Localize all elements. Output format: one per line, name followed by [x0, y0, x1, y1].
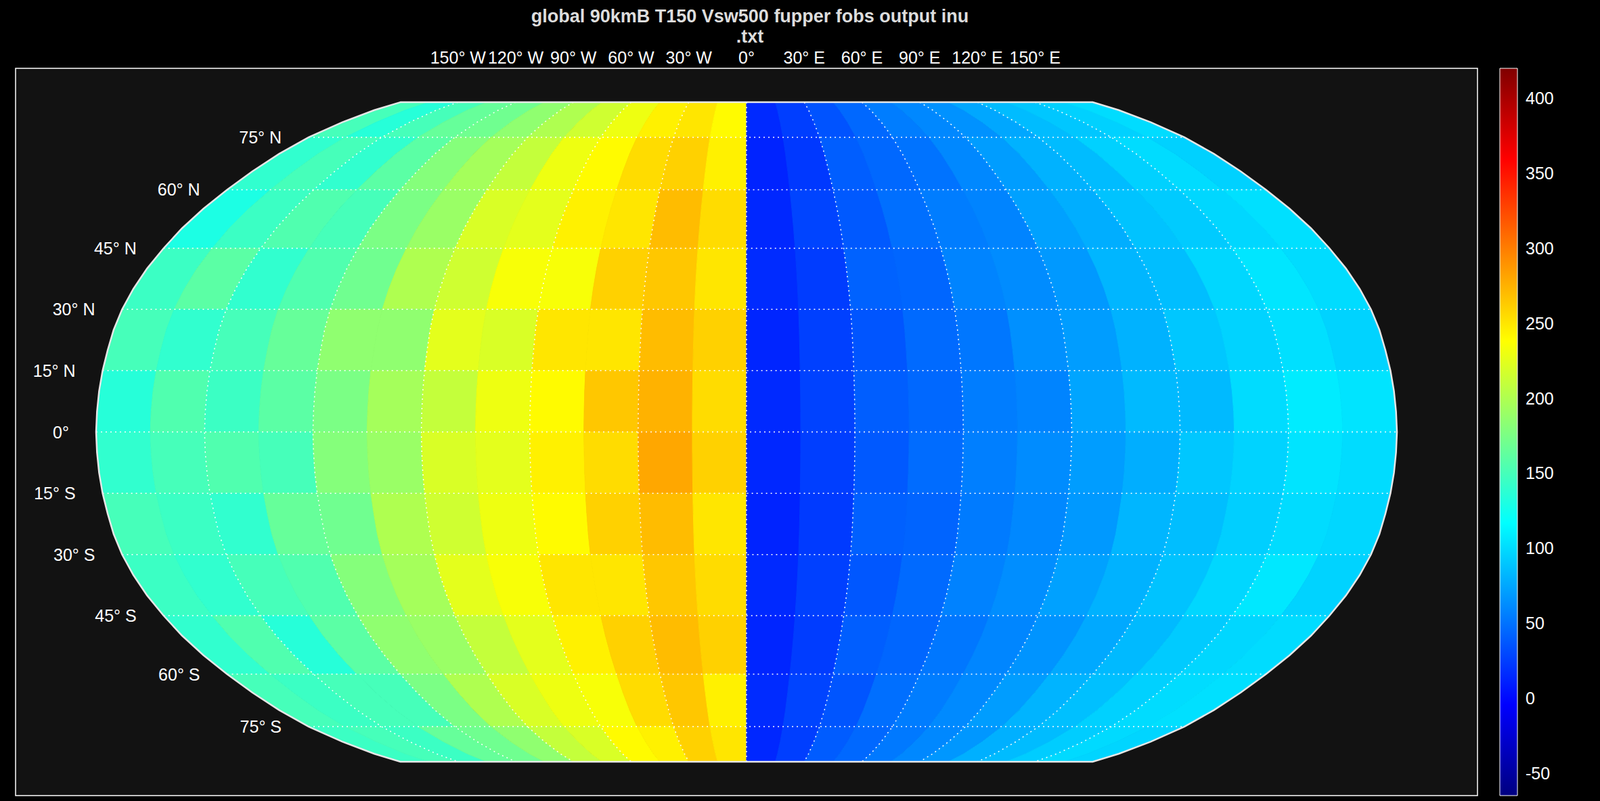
svg-text:15° S: 15° S	[33, 483, 76, 503]
svg-text:60° S: 60° S	[158, 665, 200, 685]
svg-text:60° W: 60° W	[607, 48, 655, 68]
svg-text:120° W: 120° W	[487, 48, 545, 68]
svg-text:15° N: 15° N	[33, 361, 76, 381]
svg-text:global 90kmB T150 Vsw500 fuppe: global 90kmB T150 Vsw500 fupper fobs out…	[531, 6, 970, 27]
svg-text:150: 150	[1525, 463, 1554, 483]
svg-text:150° W: 150° W	[430, 48, 487, 68]
svg-text:90° W: 90° W	[550, 48, 597, 68]
svg-text:75° N: 75° N	[238, 127, 282, 147]
svg-text:250: 250	[1525, 314, 1554, 333]
svg-text:400: 400	[1525, 88, 1554, 108]
svg-text:150° E: 150° E	[1009, 48, 1061, 68]
svg-text:300: 300	[1525, 238, 1554, 258]
svg-text:75° S: 75° S	[240, 717, 282, 737]
svg-text:120° E: 120° E	[951, 48, 1003, 68]
svg-text:0°: 0°	[738, 48, 755, 68]
svg-text:30° E: 30° E	[783, 48, 826, 68]
svg-text:350: 350	[1525, 163, 1554, 183]
svg-text:200: 200	[1525, 389, 1554, 409]
svg-text:45° N: 45° N	[94, 238, 137, 258]
svg-text:.txt: .txt	[736, 26, 765, 47]
svg-text:30° S: 30° S	[53, 545, 95, 565]
svg-text:50: 50	[1525, 613, 1545, 633]
svg-text:100: 100	[1525, 538, 1554, 558]
svg-text:0°: 0°	[52, 423, 70, 442]
svg-text:0: 0	[1525, 689, 1536, 708]
svg-text:30° N: 30° N	[52, 299, 96, 319]
svg-text:60° E: 60° E	[841, 48, 883, 68]
svg-text:60° N: 60° N	[157, 180, 201, 199]
svg-text:45° S: 45° S	[94, 606, 137, 626]
svg-text:30° W: 30° W	[665, 48, 713, 68]
svg-text:-50: -50	[1525, 764, 1550, 784]
svg-text:90° E: 90° E	[898, 48, 941, 68]
